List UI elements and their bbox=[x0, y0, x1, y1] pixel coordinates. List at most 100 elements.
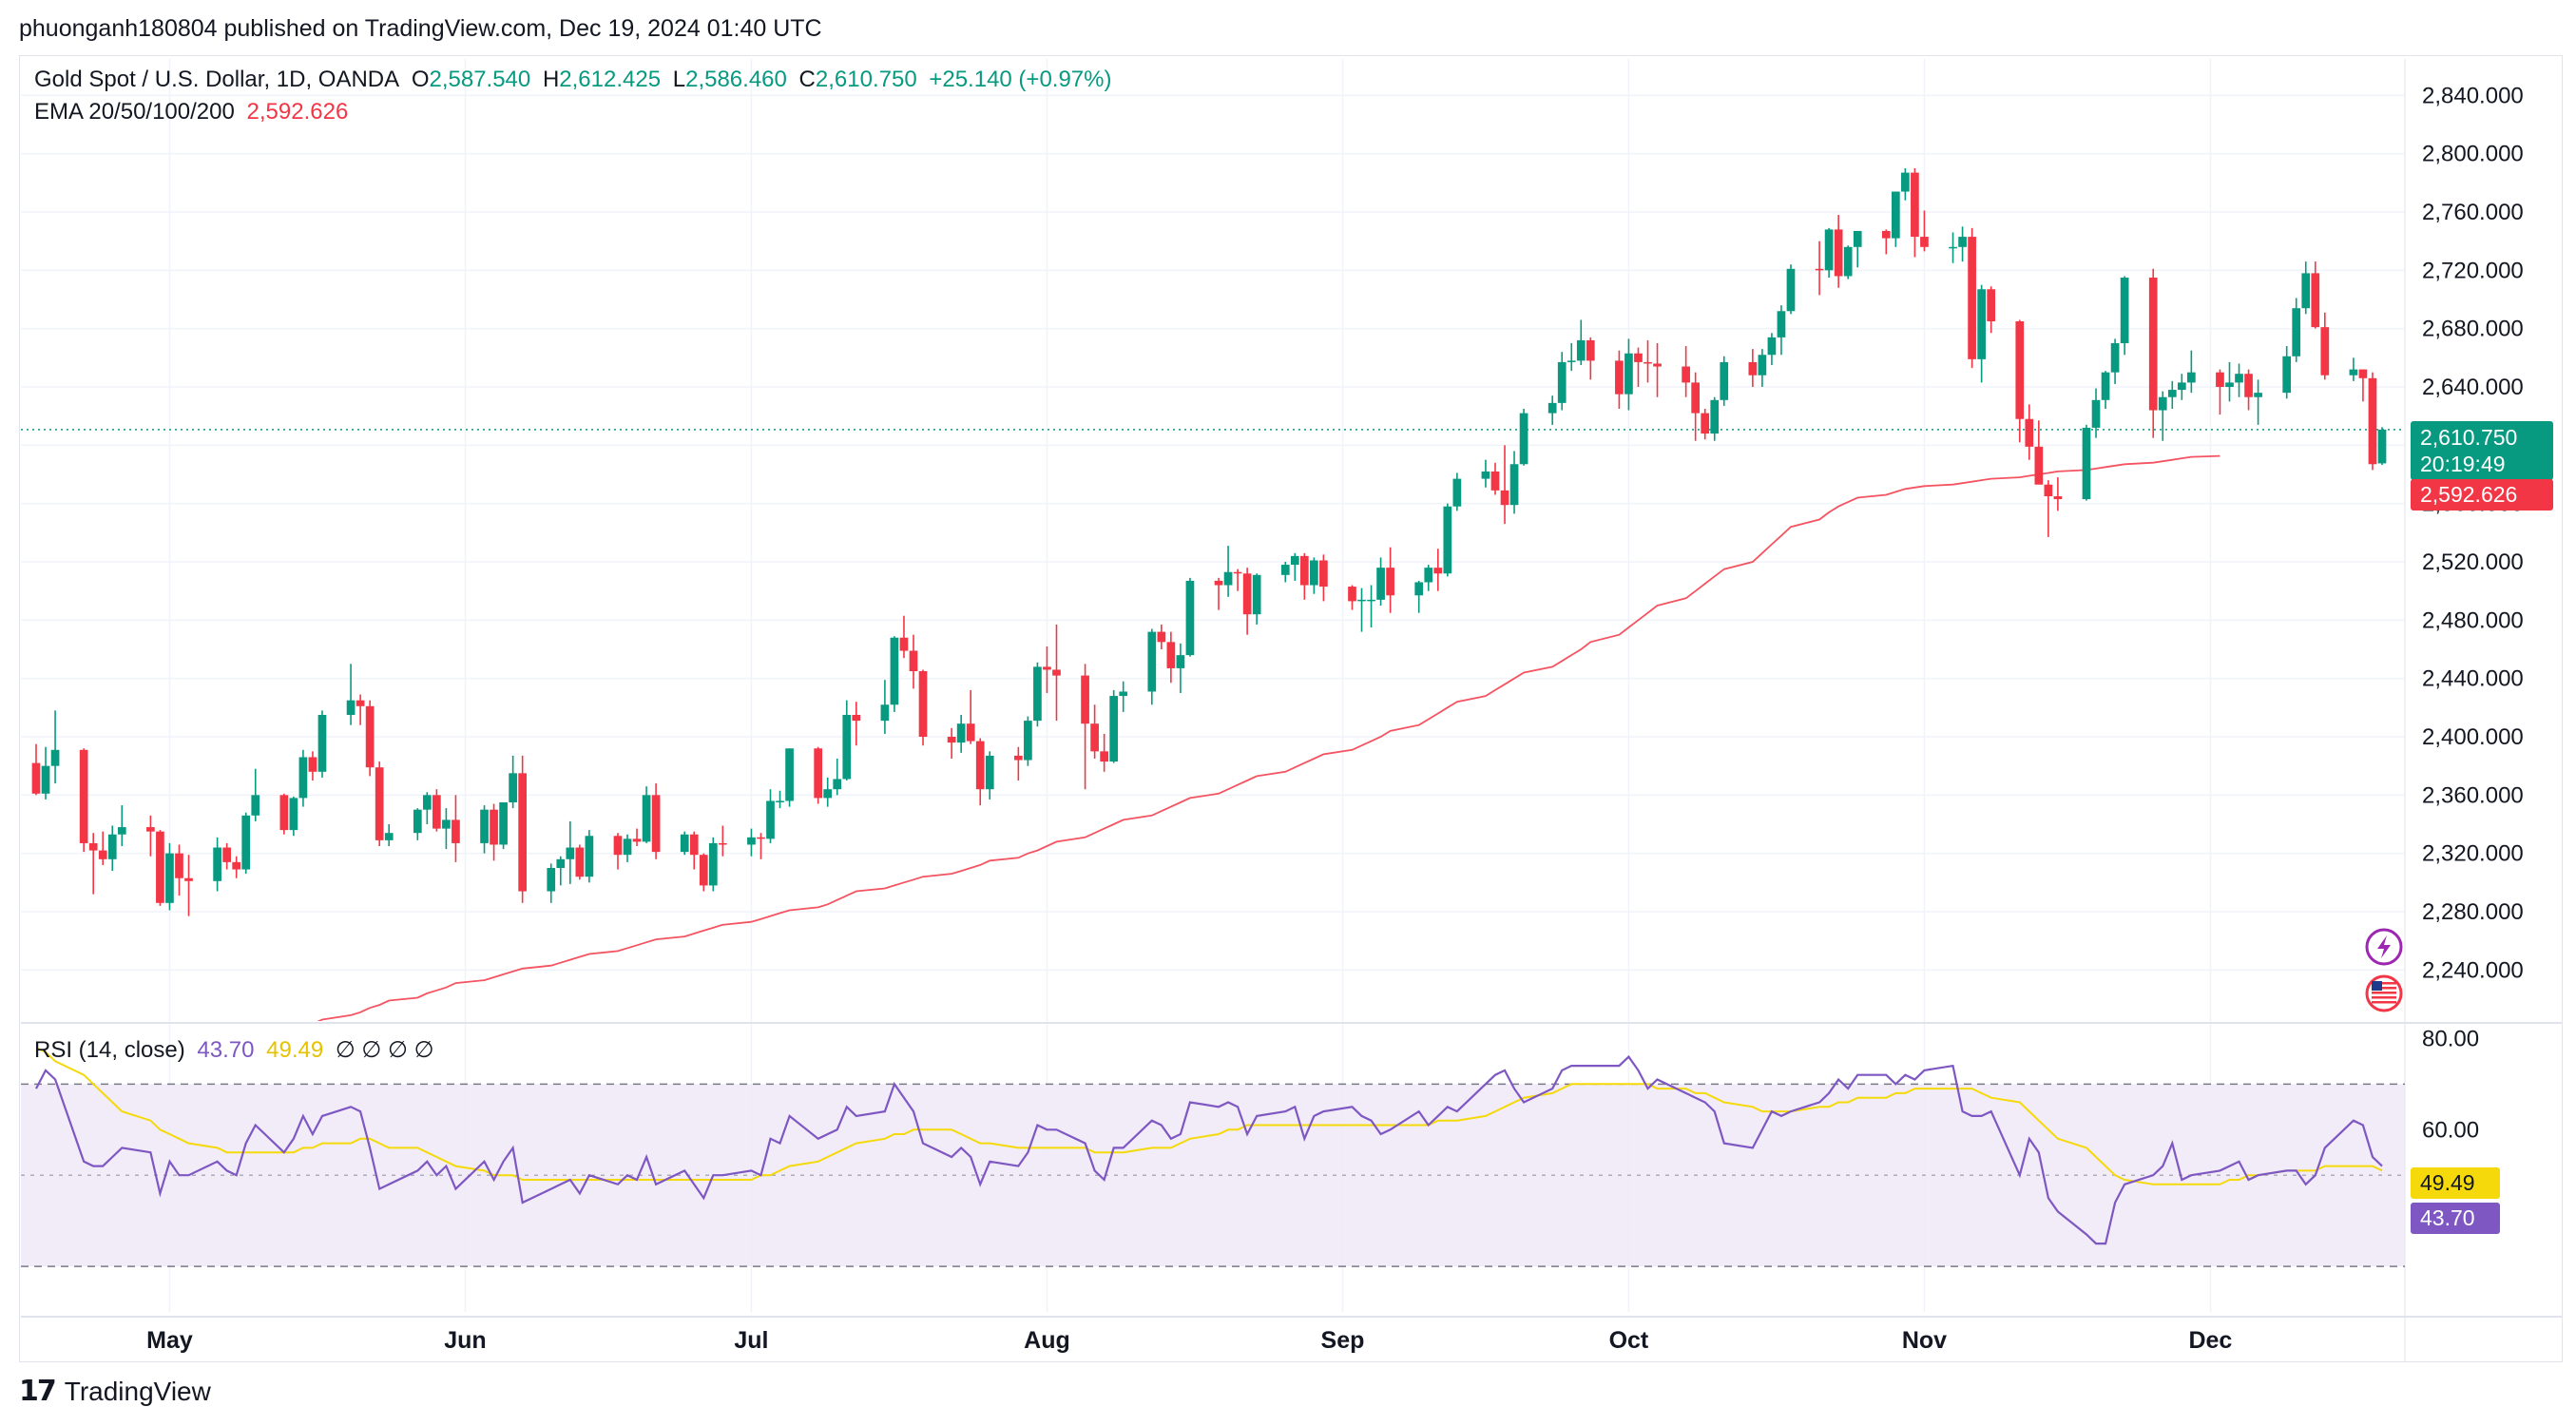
us-flag-icon-stripe bbox=[2372, 1001, 2396, 1004]
grid bbox=[21, 59, 2563, 1362]
candle-body bbox=[1843, 246, 1853, 277]
candle-body bbox=[833, 779, 842, 790]
candle-body bbox=[1367, 599, 1375, 602]
candle-body bbox=[1815, 268, 1824, 271]
candle-body bbox=[2320, 327, 2330, 376]
candle-body bbox=[842, 715, 852, 780]
candle bbox=[213, 837, 221, 892]
rsi-tick-label: 80.00 bbox=[2422, 1026, 2479, 1051]
candle bbox=[1214, 577, 1223, 610]
candle bbox=[785, 748, 794, 807]
candle bbox=[2044, 480, 2053, 537]
candle-body bbox=[2244, 374, 2253, 397]
candle bbox=[1252, 573, 1261, 625]
candle-body bbox=[365, 705, 375, 768]
candle-body bbox=[1319, 560, 1328, 588]
candle-body bbox=[1481, 471, 1490, 479]
candle-body bbox=[1653, 363, 1662, 367]
candle bbox=[117, 805, 126, 846]
month-label: Dec bbox=[2188, 1327, 2232, 1354]
candle-body bbox=[1090, 723, 1099, 752]
candle-body bbox=[757, 837, 765, 839]
legend-ema: EMA 20/50/100/200 2,592.626 bbox=[34, 99, 354, 125]
candle-body bbox=[556, 858, 566, 868]
candle-body bbox=[1033, 666, 1042, 722]
candle bbox=[1901, 168, 1910, 201]
tradingview-logo-icon: 𝟭𝟳 bbox=[19, 1376, 57, 1407]
candle bbox=[1824, 227, 1834, 278]
candle-body bbox=[2225, 382, 2234, 387]
candle-body bbox=[1386, 568, 1394, 596]
candle bbox=[833, 759, 842, 796]
candle-body bbox=[1052, 669, 1061, 676]
candle-body bbox=[1891, 191, 1900, 239]
candle bbox=[98, 831, 107, 865]
symbol-title: Gold Spot / U.S. Dollar, 1D, OANDA bbox=[34, 67, 400, 92]
candle-body bbox=[766, 800, 775, 839]
candle bbox=[2349, 357, 2358, 381]
candle bbox=[2301, 261, 2311, 315]
candle bbox=[422, 792, 432, 824]
candle-body bbox=[880, 704, 890, 722]
candle bbox=[251, 768, 260, 821]
candle-body bbox=[2034, 446, 2044, 485]
candle bbox=[1481, 459, 1490, 488]
candle bbox=[1881, 229, 1891, 255]
candle bbox=[308, 751, 317, 780]
close-value: 2,610.750 bbox=[815, 67, 917, 92]
candle-body bbox=[2282, 356, 2292, 394]
candle bbox=[1433, 549, 1443, 591]
chart-frame[interactable] bbox=[19, 55, 2563, 1362]
candle-body bbox=[1424, 568, 1433, 583]
candle bbox=[2225, 361, 2234, 402]
candle bbox=[890, 636, 899, 712]
candle-body bbox=[298, 757, 308, 799]
month-label: May bbox=[146, 1327, 193, 1354]
candle-body bbox=[1824, 229, 1834, 271]
candle bbox=[2358, 369, 2368, 402]
candle-body bbox=[2368, 377, 2377, 465]
candle-body bbox=[222, 847, 231, 862]
candle-body bbox=[1280, 565, 1290, 575]
high-label: H bbox=[542, 67, 560, 92]
candle-body bbox=[1634, 353, 1643, 362]
candle-body bbox=[1767, 337, 1777, 356]
candle bbox=[88, 833, 98, 895]
month-label: Oct bbox=[1609, 1327, 1649, 1354]
candle bbox=[566, 820, 575, 884]
price-tick-label: 2,400.000 bbox=[2422, 724, 2524, 750]
price-tick-label: 2,720.000 bbox=[2422, 258, 2524, 283]
candle bbox=[1109, 689, 1119, 763]
candle-body bbox=[1881, 230, 1891, 239]
candle-body bbox=[1376, 568, 1385, 600]
candle bbox=[1176, 643, 1185, 693]
candle bbox=[1557, 352, 1567, 411]
candle-body bbox=[2349, 369, 2358, 376]
candle bbox=[1634, 347, 1643, 387]
rsi-label: RSI (14, close) bbox=[34, 1037, 185, 1063]
candle bbox=[689, 831, 699, 870]
candle bbox=[718, 825, 727, 857]
candle bbox=[1233, 568, 1242, 591]
candle-body bbox=[1490, 471, 1500, 491]
candle bbox=[1920, 210, 1929, 252]
candle-body bbox=[1509, 464, 1519, 506]
candle bbox=[1147, 628, 1157, 705]
candle-body bbox=[184, 877, 193, 881]
candle-body bbox=[547, 868, 556, 892]
candle-body bbox=[50, 749, 60, 766]
candle bbox=[2235, 363, 2243, 397]
candle-body bbox=[1720, 361, 1729, 400]
candle-body bbox=[2091, 399, 2101, 428]
open-value: 2,587.540 bbox=[429, 67, 531, 92]
candle-body bbox=[1615, 360, 1624, 395]
footer-brand[interactable]: 𝟭𝟳 TradingView bbox=[19, 1375, 211, 1408]
candle bbox=[1748, 349, 1758, 387]
candle bbox=[1720, 356, 1729, 406]
candle-body bbox=[1081, 675, 1089, 724]
candle bbox=[499, 802, 508, 850]
candle bbox=[966, 689, 975, 744]
rsi-tick-label: 60.00 bbox=[2422, 1117, 2479, 1143]
candle bbox=[41, 746, 50, 800]
